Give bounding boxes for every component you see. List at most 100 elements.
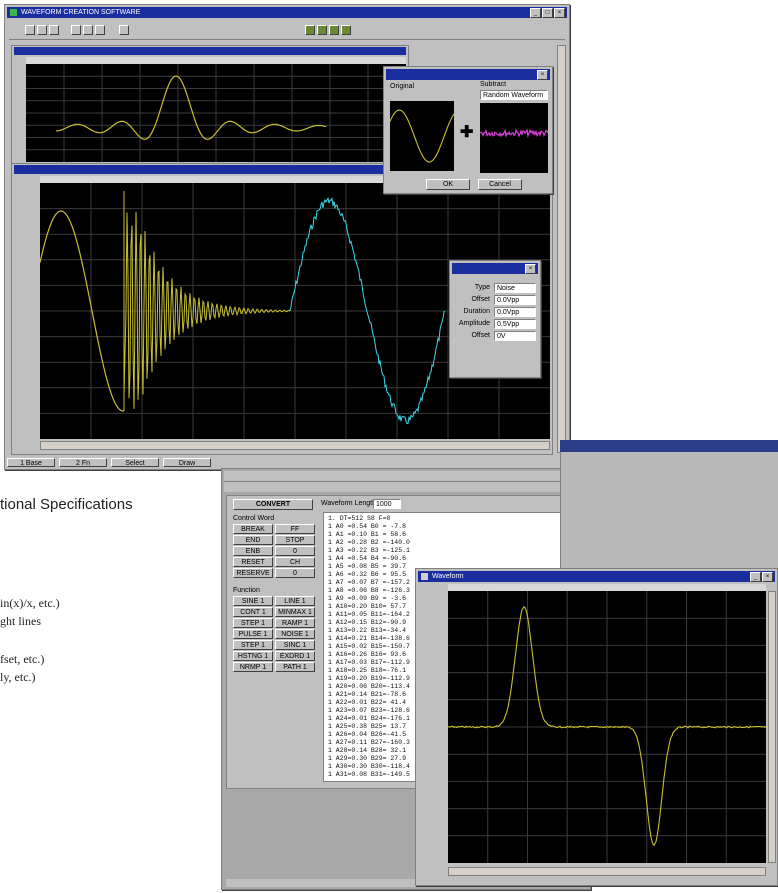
toolbar-scope-button[interactable] <box>317 25 327 35</box>
code-line: 1 A24=0.01 B24=-176.1 <box>328 715 410 722</box>
toolbar-save-button[interactable] <box>49 25 59 35</box>
pulse-hscrollbar[interactable] <box>448 867 766 876</box>
function-button[interactable]: NOISE 1 <box>275 629 315 639</box>
convert-button[interactable]: CONVERT <box>233 499 313 510</box>
property-label: Offset <box>471 296 490 303</box>
function-button[interactable]: MINMAX 1 <box>275 607 315 617</box>
control-word-button[interactable]: RESERVE <box>233 568 273 578</box>
sinc-child-window <box>11 45 409 165</box>
status-cell-2: 2 Fn <box>59 458 107 467</box>
toolbar-open-button[interactable] <box>37 25 47 35</box>
main-window-titlebar[interactable]: WAVEFORM CREATION SOFTWARE _ □ × <box>7 7 567 18</box>
function-button[interactable]: STEP 1 <box>233 618 273 628</box>
control-word-button[interactable]: 0 <box>275 546 315 556</box>
status-cell-4: Draw <box>163 458 211 467</box>
damped-burst-trace <box>123 191 291 411</box>
function-button[interactable]: SINC 1 <box>275 640 315 650</box>
properties-panel: × Type Noise Offset 0.0Vpp Duration 0.0Vpp Amp… <box>449 260 541 378</box>
function-button[interactable]: STEP 1 <box>233 640 273 650</box>
property-value-field[interactable]: Noise <box>494 283 536 293</box>
combine-dialog-titlebar[interactable]: × <box>386 69 550 80</box>
pulse-window-titlebar[interactable]: Waveform _ × <box>418 571 775 582</box>
combine-close-button[interactable]: × <box>537 70 548 80</box>
sinc-grid <box>26 64 406 162</box>
function-button[interactable]: LINE 1 <box>275 596 315 606</box>
code-line: 1 A8 =0.06 B8 =-126.3 <box>328 587 410 594</box>
original-preview-plot <box>390 109 454 163</box>
sinc-child-titlebar[interactable] <box>14 47 406 55</box>
noisy-sine-trace <box>289 196 446 425</box>
toolbar-paste-button[interactable] <box>95 25 105 35</box>
minimize-button[interactable]: _ <box>530 8 541 18</box>
editor-menubar <box>224 471 588 482</box>
property-value-field[interactable]: 0V <box>494 331 536 341</box>
code-line: 1 A6 =0.32 B6 = 95.5 <box>328 571 407 578</box>
control-word-button[interactable]: CH <box>275 557 315 567</box>
properties-close-button[interactable]: × <box>525 264 536 274</box>
function-button[interactable]: RAMP 1 <box>275 618 315 628</box>
code-line: 1 A23=0.07 B23=-128.6 <box>328 707 410 714</box>
function-button[interactable]: CONT 1 <box>233 607 273 617</box>
function-button[interactable]: SINE 1 <box>233 596 273 606</box>
control-word-button[interactable]: BREAK <box>233 524 273 534</box>
code-line: 1 A17=0.03 B17=-112.9 <box>328 659 410 666</box>
subtract-preview-plot <box>480 128 548 139</box>
control-word-button[interactable]: STOP <box>275 535 315 545</box>
control-word-button[interactable]: END <box>233 535 273 545</box>
code-line: 1 A0 =0.54 B0 = -7.8 <box>328 523 407 530</box>
toolbar-cut-button[interactable] <box>71 25 81 35</box>
code-line: 1 A19=0.20 B19=-112.9 <box>328 675 410 682</box>
toolbar-grid-button[interactable] <box>305 25 315 35</box>
main-hscrollbar[interactable] <box>40 441 550 450</box>
toolbar-copy-button[interactable] <box>83 25 93 35</box>
subtract-select[interactable]: Random Waveform <box>480 90 548 100</box>
property-label: Offset <box>471 332 490 339</box>
status-cell-1: 1 Base <box>7 458 55 467</box>
pulse-minimize-button[interactable]: _ <box>750 572 761 582</box>
background-window-body <box>560 452 778 570</box>
property-label: Type <box>474 284 490 291</box>
close-button[interactable]: × <box>554 8 565 18</box>
main-toolbar <box>9 21 565 40</box>
pulse-close-button[interactable]: × <box>762 572 773 582</box>
property-value-field[interactable]: 0.5Vpp <box>494 319 536 329</box>
properties-titlebar[interactable]: × <box>452 263 538 274</box>
code-line: 1 A16=0.26 B16= 93.6 <box>328 651 407 658</box>
control-word-button[interactable]: 0 <box>275 568 315 578</box>
maximize-button[interactable]: □ <box>542 8 553 18</box>
function-button[interactable]: EXDRD 1 <box>275 651 315 661</box>
pulse-window: Waveform _ × <box>415 568 778 886</box>
control-word-button[interactable]: FF <box>275 524 315 534</box>
toolbar-new-button[interactable] <box>25 25 35 35</box>
function-button[interactable]: PATH 1 <box>275 662 315 672</box>
toolbar-zoom-button[interactable] <box>119 25 129 35</box>
control-word-button[interactable]: ENB <box>233 546 273 556</box>
function-button[interactable]: PULSE 1 <box>233 629 273 639</box>
combine-plus-icon: ✚ <box>460 124 474 141</box>
property-value-field[interactable]: 0.0Vpp <box>494 307 536 317</box>
control-word-button[interactable]: RESET <box>233 557 273 567</box>
sinc-time-ruler <box>26 57 406 64</box>
ok-button[interactable]: OK <box>426 179 470 190</box>
code-line: 1. DT=512 S8 F=0 <box>328 515 391 522</box>
main-waveform-plot <box>40 183 550 439</box>
function-button[interactable]: HSTNG 1 <box>233 651 273 661</box>
toolbar-stop-button[interactable] <box>341 25 351 35</box>
editor-statusbar <box>226 879 426 887</box>
code-line: 1 A2 =0.28 B2 =-140.0 <box>328 539 410 546</box>
code-line: 1 A3 =0.22 B3 =-125.1 <box>328 547 410 554</box>
cancel-button[interactable]: Cancel <box>478 179 522 190</box>
pulse-vscrollbar[interactable] <box>768 591 776 863</box>
main-vscrollbar[interactable] <box>557 45 566 453</box>
code-line: 1 A31=0.08 B31=-149.5 <box>328 771 410 778</box>
original-label: Original <box>390 83 415 90</box>
function-button[interactable]: NRMP 1 <box>233 662 273 672</box>
main-scope-titlebar[interactable] <box>14 165 550 174</box>
code-line: 1 A15=0.02 B15=-150.7 <box>328 643 410 650</box>
property-value-field[interactable]: 0.0Vpp <box>494 295 536 305</box>
specs-heading: tional Specifications <box>0 496 133 513</box>
toolbar-run-button[interactable] <box>329 25 339 35</box>
waveform-length-input[interactable]: 1000 <box>373 499 401 509</box>
pulse-window-icon <box>421 573 428 580</box>
property-label: Amplitude <box>458 320 490 327</box>
